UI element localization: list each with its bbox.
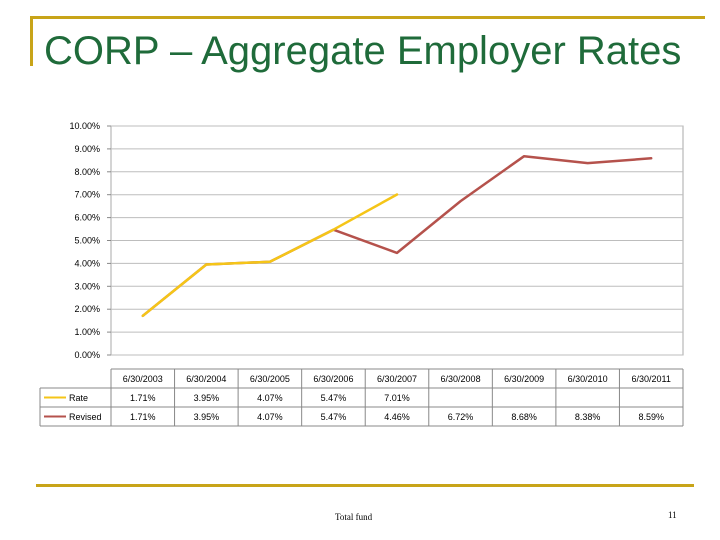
data-label: 3.95% <box>194 393 220 403</box>
y-tick-label: 3.00% <box>74 281 100 291</box>
series-line-rate <box>141 193 399 318</box>
y-tick-label: 8.00% <box>74 167 100 177</box>
data-label: 8.38% <box>575 412 601 422</box>
x-tick-label: 6/30/2011 <box>632 374 671 384</box>
x-tick-label: 6/30/2008 <box>441 374 481 384</box>
left-accent-line <box>30 16 33 66</box>
y-tick-label: 5.00% <box>74 236 100 246</box>
x-tick-label: 6/30/2006 <box>313 374 353 384</box>
data-label: 5.47% <box>321 412 347 422</box>
y-tick-label: 0.00% <box>74 350 100 360</box>
data-label: 5.47% <box>321 393 347 403</box>
y-tick-label: 9.00% <box>74 144 100 154</box>
data-label: 1.71% <box>130 393 156 403</box>
top-accent-line <box>33 16 705 19</box>
page-number: 11 <box>668 510 677 520</box>
slide-title: CORP – Aggregate Employer Rates <box>44 29 682 73</box>
y-tick-label: 2.00% <box>74 304 100 314</box>
x-tick-label: 6/30/2010 <box>568 374 608 384</box>
x-tick-label: 6/30/2005 <box>250 374 290 384</box>
footer-text: Total fund <box>335 512 373 522</box>
legend-label: Rate <box>69 393 88 403</box>
y-tick-label: 6.00% <box>74 213 100 223</box>
legend-label: Revised <box>69 412 102 422</box>
data-label: 4.46% <box>384 412 410 422</box>
data-label: 7.01% <box>384 393 410 403</box>
data-label: 1.71% <box>130 412 156 422</box>
x-tick-label: 6/30/2004 <box>186 374 226 384</box>
data-label: 4.07% <box>257 393 283 403</box>
data-label: 8.59% <box>638 412 664 422</box>
bottom-accent-line <box>36 484 694 487</box>
y-tick-label: 10.00% <box>69 121 100 131</box>
y-tick-label: 7.00% <box>74 190 100 200</box>
x-tick-label: 6/30/2003 <box>123 374 163 384</box>
data-label: 4.07% <box>257 412 283 422</box>
data-label: 3.95% <box>194 412 220 422</box>
data-label: 8.68% <box>511 412 537 422</box>
data-label: 6.72% <box>448 412 474 422</box>
x-tick-label: 6/30/2009 <box>504 374 544 384</box>
x-tick-label: 6/30/2007 <box>377 374 417 384</box>
y-tick-label: 1.00% <box>74 327 100 337</box>
y-tick-label: 4.00% <box>74 258 100 268</box>
